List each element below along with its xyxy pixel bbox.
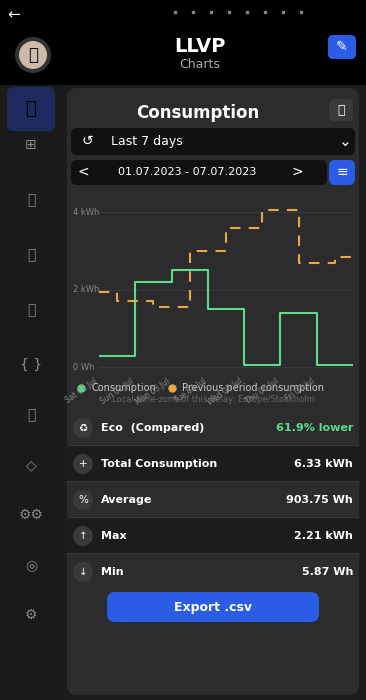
- FancyBboxPatch shape: [7, 87, 55, 131]
- Circle shape: [73, 454, 93, 474]
- Bar: [67, 482, 359, 517]
- Text: ⌄: ⌄: [339, 134, 351, 148]
- Text: 61.9% lower: 61.9% lower: [276, 423, 353, 433]
- Bar: [67, 410, 359, 445]
- Text: ⤢: ⤢: [337, 104, 345, 116]
- Text: 4 kWh: 4 kWh: [73, 208, 100, 217]
- Bar: [67, 518, 359, 553]
- Text: 🔗: 🔗: [27, 303, 35, 317]
- Text: 01.07.2023 - 07.07.2023: 01.07.2023 - 07.07.2023: [118, 167, 256, 177]
- Text: ⚙: ⚙: [25, 608, 37, 622]
- Text: 2.21 kWh: 2.21 kWh: [294, 531, 353, 541]
- Text: >: >: [291, 165, 303, 179]
- Text: 🔮: 🔮: [28, 46, 38, 64]
- Text: ↓: ↓: [79, 567, 87, 577]
- Text: 2 kWh: 2 kWh: [73, 286, 100, 294]
- Text: ≡: ≡: [336, 165, 348, 179]
- Text: <: <: [77, 165, 89, 179]
- Text: ♻: ♻: [78, 423, 87, 433]
- Circle shape: [15, 37, 51, 73]
- Text: %: %: [78, 495, 88, 505]
- Text: Consumption: Consumption: [91, 383, 156, 393]
- Circle shape: [73, 418, 93, 438]
- Text: ⚙⚙: ⚙⚙: [19, 508, 44, 522]
- FancyBboxPatch shape: [328, 35, 356, 59]
- Bar: [0, 85, 62, 700]
- Text: LLVP: LLVP: [174, 38, 226, 57]
- Text: Eco  (Compared): Eco (Compared): [101, 423, 204, 433]
- Text: 6.33 kWh: 6.33 kWh: [294, 459, 353, 469]
- Text: ✎: ✎: [336, 40, 348, 54]
- Circle shape: [73, 562, 93, 582]
- Text: Min: Min: [101, 567, 124, 577]
- Circle shape: [73, 526, 93, 546]
- Circle shape: [19, 41, 47, 69]
- Text: Export .csv: Export .csv: [174, 601, 252, 613]
- FancyBboxPatch shape: [329, 160, 355, 185]
- Text: Last 7 days: Last 7 days: [111, 134, 183, 148]
- Circle shape: [73, 490, 93, 510]
- FancyBboxPatch shape: [71, 128, 355, 155]
- Text: ⏱: ⏱: [27, 193, 35, 207]
- Text: ↺: ↺: [81, 134, 93, 148]
- Bar: [0, 0, 366, 25]
- Text: Average: Average: [101, 495, 152, 505]
- Text: Max: Max: [101, 531, 127, 541]
- FancyBboxPatch shape: [71, 160, 327, 185]
- Text: ◎: ◎: [25, 558, 37, 572]
- Text: ↑: ↑: [79, 531, 87, 541]
- Text: 📅: 📅: [27, 248, 35, 262]
- Text: { }: { }: [20, 358, 42, 372]
- Bar: [0, 25, 366, 85]
- FancyBboxPatch shape: [107, 592, 319, 622]
- Text: Consumption: Consumption: [137, 104, 259, 122]
- Text: 903.75 Wh: 903.75 Wh: [286, 495, 353, 505]
- Text: Total Consumption: Total Consumption: [101, 459, 217, 469]
- Text: Previous period consumption: Previous period consumption: [182, 383, 324, 393]
- Bar: [67, 446, 359, 481]
- Text: Charts: Charts: [180, 59, 220, 71]
- Text: ⊞: ⊞: [25, 138, 37, 152]
- FancyBboxPatch shape: [67, 88, 359, 695]
- Text: 🌐: 🌐: [27, 408, 35, 422]
- Text: 0 Wh: 0 Wh: [73, 363, 94, 372]
- Text: 📈: 📈: [26, 100, 36, 118]
- Text: 5.87 Wh: 5.87 Wh: [302, 567, 353, 577]
- Bar: [67, 554, 359, 589]
- Text: Local time-zone of this Relay: Europe/Stockholm: Local time-zone of this Relay: Europe/St…: [112, 395, 314, 405]
- Text: +: +: [79, 459, 87, 469]
- FancyBboxPatch shape: [329, 99, 353, 121]
- Text: ◇: ◇: [26, 458, 36, 472]
- Text: ←: ←: [8, 8, 20, 22]
